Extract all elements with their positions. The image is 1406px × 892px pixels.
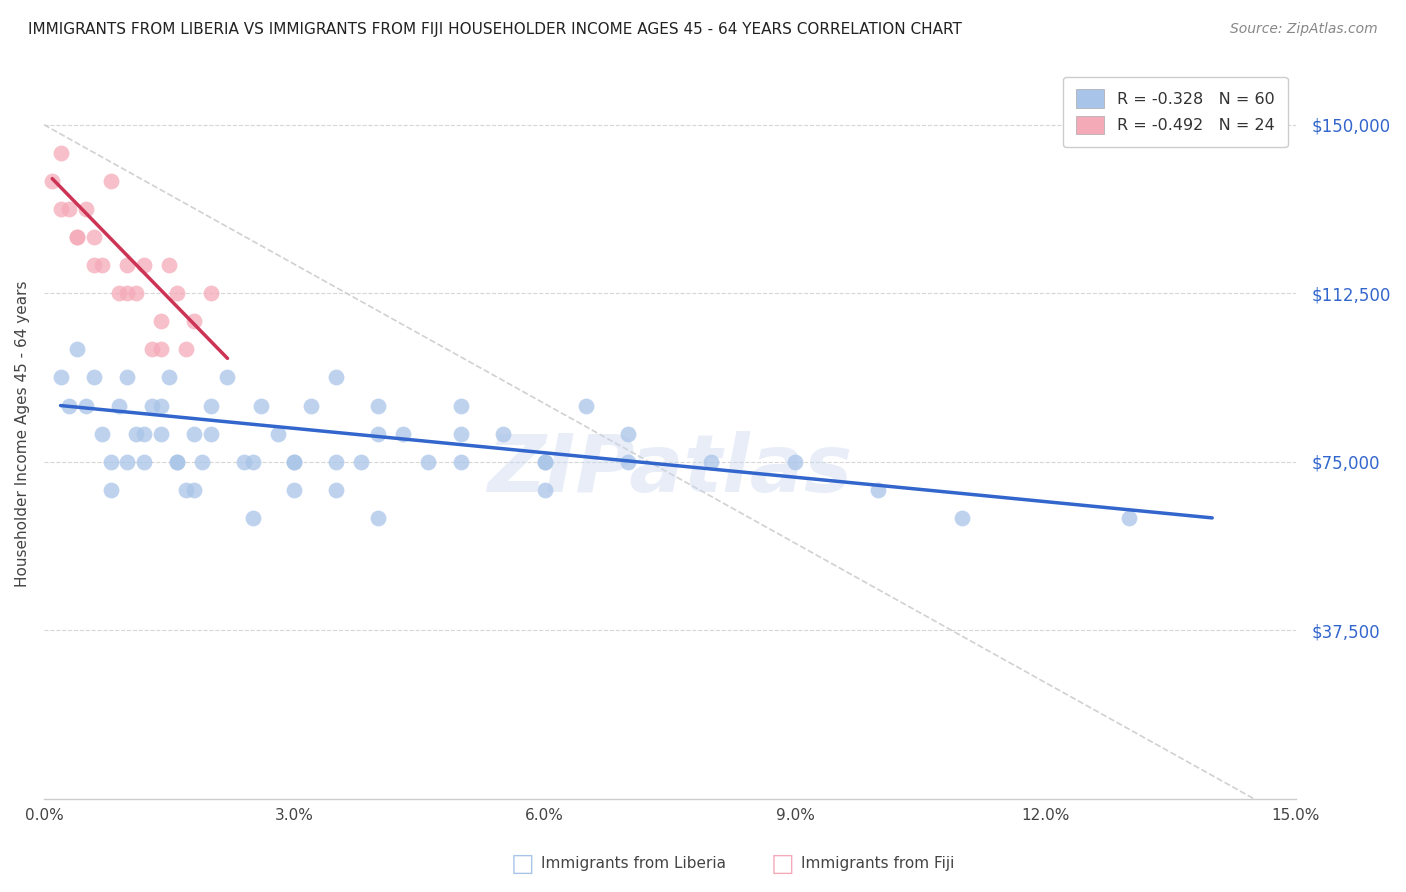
Point bbox=[183, 314, 205, 328]
Point bbox=[191, 455, 214, 469]
Point bbox=[233, 455, 256, 469]
Text: □: □ bbox=[770, 852, 794, 875]
Point bbox=[183, 426, 205, 441]
Point bbox=[166, 455, 188, 469]
Point bbox=[108, 399, 131, 413]
Text: Immigrants from Fiji: Immigrants from Fiji bbox=[801, 856, 955, 871]
Point bbox=[325, 455, 347, 469]
Point bbox=[367, 399, 389, 413]
Point bbox=[166, 286, 188, 301]
Point bbox=[325, 370, 347, 384]
Point bbox=[174, 343, 197, 357]
Point bbox=[492, 426, 515, 441]
Point bbox=[66, 230, 89, 244]
Point bbox=[250, 399, 273, 413]
Point bbox=[100, 483, 122, 497]
Point bbox=[1118, 511, 1140, 525]
Point bbox=[950, 511, 973, 525]
Point bbox=[200, 286, 222, 301]
Point bbox=[242, 511, 264, 525]
Point bbox=[200, 399, 222, 413]
Point bbox=[242, 455, 264, 469]
Point bbox=[391, 426, 413, 441]
Point bbox=[533, 483, 555, 497]
Point bbox=[174, 483, 197, 497]
Point bbox=[157, 370, 180, 384]
Point bbox=[617, 455, 640, 469]
Point bbox=[41, 174, 63, 188]
Point bbox=[157, 258, 180, 272]
Point bbox=[149, 399, 172, 413]
Point bbox=[783, 455, 806, 469]
Point bbox=[83, 230, 105, 244]
Point bbox=[868, 483, 890, 497]
Text: IMMIGRANTS FROM LIBERIA VS IMMIGRANTS FROM FIJI HOUSEHOLDER INCOME AGES 45 - 64 : IMMIGRANTS FROM LIBERIA VS IMMIGRANTS FR… bbox=[28, 22, 962, 37]
Point bbox=[49, 202, 72, 216]
Point bbox=[575, 399, 598, 413]
Point bbox=[132, 455, 155, 469]
Point bbox=[350, 455, 373, 469]
Point bbox=[49, 145, 72, 160]
Point bbox=[299, 399, 322, 413]
Point bbox=[83, 370, 105, 384]
Point bbox=[149, 343, 172, 357]
Point bbox=[700, 455, 723, 469]
Point bbox=[367, 511, 389, 525]
Point bbox=[367, 426, 389, 441]
Point bbox=[100, 174, 122, 188]
Point bbox=[450, 455, 472, 469]
Point bbox=[132, 426, 155, 441]
Point bbox=[91, 426, 114, 441]
Point bbox=[325, 483, 347, 497]
Point bbox=[416, 455, 439, 469]
Point bbox=[49, 370, 72, 384]
Point bbox=[117, 286, 139, 301]
Point bbox=[141, 343, 163, 357]
Point bbox=[125, 426, 148, 441]
Point bbox=[91, 258, 114, 272]
Point bbox=[266, 426, 288, 441]
Point bbox=[617, 426, 640, 441]
Point bbox=[183, 483, 205, 497]
Point bbox=[66, 343, 89, 357]
Point bbox=[450, 426, 472, 441]
Point bbox=[75, 399, 97, 413]
Point bbox=[132, 258, 155, 272]
Point bbox=[283, 483, 305, 497]
Point bbox=[66, 230, 89, 244]
Point bbox=[58, 399, 80, 413]
Point bbox=[166, 455, 188, 469]
Point bbox=[141, 399, 163, 413]
Point bbox=[533, 455, 555, 469]
Text: Immigrants from Liberia: Immigrants from Liberia bbox=[541, 856, 727, 871]
Point bbox=[283, 455, 305, 469]
Point bbox=[125, 286, 148, 301]
Point bbox=[450, 399, 472, 413]
Point bbox=[117, 455, 139, 469]
Point bbox=[83, 258, 105, 272]
Point bbox=[533, 455, 555, 469]
Point bbox=[200, 426, 222, 441]
Point bbox=[283, 455, 305, 469]
Point bbox=[149, 314, 172, 328]
Point bbox=[100, 455, 122, 469]
Text: □: □ bbox=[510, 852, 534, 875]
Text: ZIPatlas: ZIPatlas bbox=[488, 431, 852, 509]
Legend: R = -0.328   N = 60, R = -0.492   N = 24: R = -0.328 N = 60, R = -0.492 N = 24 bbox=[1063, 77, 1288, 147]
Y-axis label: Householder Income Ages 45 - 64 years: Householder Income Ages 45 - 64 years bbox=[15, 280, 30, 587]
Point bbox=[149, 426, 172, 441]
Point bbox=[117, 258, 139, 272]
Point bbox=[108, 286, 131, 301]
Point bbox=[58, 202, 80, 216]
Text: Source: ZipAtlas.com: Source: ZipAtlas.com bbox=[1230, 22, 1378, 37]
Point bbox=[217, 370, 239, 384]
Point bbox=[117, 370, 139, 384]
Point bbox=[75, 202, 97, 216]
